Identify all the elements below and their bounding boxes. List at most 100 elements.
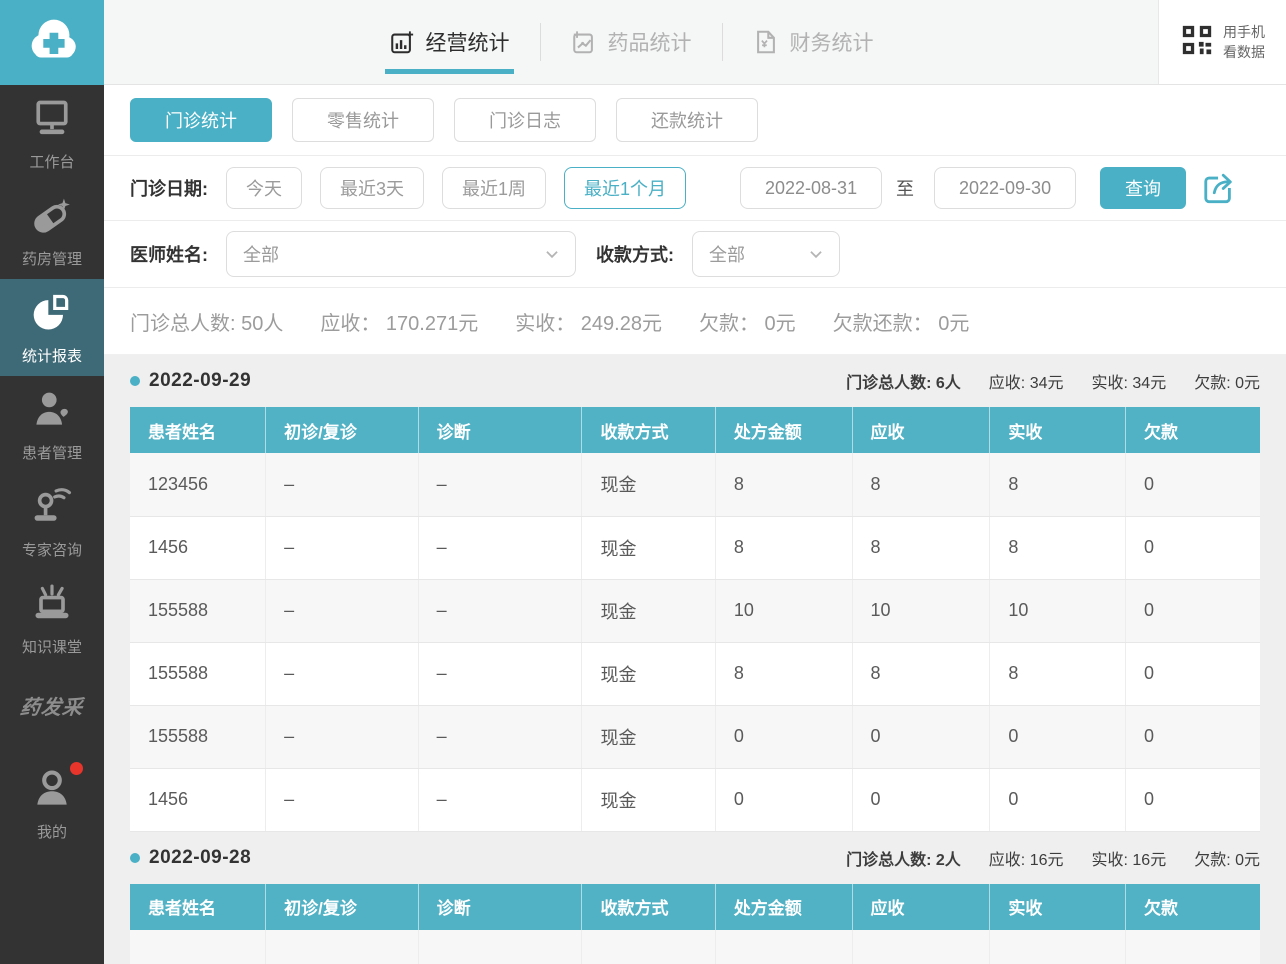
table-cell: 0	[715, 705, 853, 769]
table-cell: –	[265, 768, 419, 832]
quick-date-button[interactable]: 最近3天	[320, 167, 425, 209]
finance-doc-icon	[753, 29, 779, 55]
table-row: 1456– – 现金 8 8 8 0	[130, 516, 1260, 580]
report-sections: 2022-09-29 门诊总人数: 6人 应收: 34元 实收: 34元 欠款: 0元患…	[104, 355, 1286, 964]
section-stats: 门诊总人数: 2人 应收: 16元 实收: 16元 欠款: 0元	[846, 846, 1260, 870]
table-cell: –	[418, 642, 583, 706]
sidebar-item-classroom[interactable]: 知识课堂	[0, 570, 104, 667]
table-cell: –	[418, 453, 583, 517]
sidebar-item-label: 知识课堂	[21, 638, 82, 656]
top-tabs: 经营统计 药品统计 财务统计	[104, 0, 1158, 84]
table-cell: 10	[989, 579, 1126, 643]
person-icon	[29, 766, 75, 812]
column-header: 处方金额	[715, 883, 853, 930]
table-cell: 0	[715, 768, 853, 832]
table-cell: 155588	[130, 705, 267, 769]
sidebar: 工作台 药房管理 统计报表 患者管理 专家咨询知识课堂 药发采 我的	[0, 0, 104, 964]
table-cell: –	[265, 642, 419, 706]
table-cell: 现金	[581, 642, 716, 706]
table-cell: –	[265, 516, 419, 580]
subtab-button[interactable]: 门诊统计	[130, 98, 272, 142]
column-header: 诊断	[418, 883, 583, 930]
column-header: 初诊/复诊	[265, 407, 419, 453]
section-header: 2022-09-28 门诊总人数: 2人 应收: 16元 实收: 16元 欠款: 0元	[130, 832, 1260, 884]
section-stat: 门诊总人数: 2人	[846, 851, 961, 869]
qr-code-icon	[1180, 23, 1214, 62]
workbench-icon	[29, 96, 75, 142]
column-header: 患者姓名	[130, 883, 267, 930]
subtab-button[interactable]: 门诊日志	[454, 98, 596, 142]
quick-date-buttons: 今天 最近3天 最近1周 最近1个月	[226, 167, 704, 209]
section-date: 2022-09-28	[149, 846, 252, 868]
end-date-input[interactable]	[934, 167, 1077, 209]
pharmacy-icon	[29, 193, 75, 239]
tab-separator	[721, 23, 723, 61]
table-row: 1456– – 现金 0 0 0 0	[130, 768, 1260, 832]
brand-logo: 药发采	[19, 696, 85, 719]
quick-date-button[interactable]: 今天	[226, 167, 302, 209]
sidebar-item-patient[interactable]: 患者管理	[0, 376, 104, 473]
table-cell: 0	[852, 705, 991, 769]
export-icon[interactable]	[1202, 170, 1238, 206]
expert-icon	[29, 484, 75, 530]
quick-date-button[interactable]: 最近1周	[442, 167, 547, 209]
date-range-separator: 至	[896, 179, 915, 199]
payment-select[interactable]: 全部	[692, 231, 840, 277]
table-header-row: 患者姓名 初诊/复诊 诊断 收款方式 处方金额 应收 实收 欠款	[130, 883, 1260, 930]
table-cell: 0	[1125, 579, 1260, 643]
table-cell: –	[265, 453, 419, 517]
section-stat: 欠款: 0元	[1194, 851, 1260, 869]
summary-stat: 实收： 249.28元	[515, 312, 662, 335]
table-row: 123456– – 现金 8 8 8 0	[130, 453, 1260, 517]
table-cell: 8	[989, 453, 1126, 517]
table-cell: 现金	[581, 705, 716, 769]
table-row: 155588– – 现金 10 10 10 0	[130, 579, 1260, 643]
chevron-down-icon	[807, 245, 825, 263]
table-cell: 现金	[581, 453, 716, 517]
column-header: 处方金额	[715, 407, 853, 453]
table-cell: 0	[1125, 705, 1260, 769]
start-date-input[interactable]	[740, 167, 883, 209]
query-button[interactable]: 查询	[1100, 167, 1187, 209]
summary-stat: 应收： 170.271元	[320, 312, 479, 335]
table-cell: 现金	[581, 516, 716, 580]
tab-finance-doc[interactable]: 财务统计	[723, 0, 904, 84]
summary-stat: 欠款： 0元	[698, 312, 796, 335]
notification-badge	[70, 761, 83, 775]
section-stat: 实收: 16元	[1091, 851, 1167, 869]
app-logo[interactable]	[0, 0, 104, 85]
report-icon	[29, 290, 75, 336]
column-header: 欠款	[1125, 883, 1260, 930]
payment-select-value: 全部	[709, 245, 745, 265]
bullet-dot-icon	[130, 376, 140, 386]
table-cell: 现金	[581, 768, 716, 832]
sidebar-item-expert[interactable]: 专家咨询	[0, 473, 104, 570]
column-header: 应收	[852, 407, 991, 453]
subtab-button[interactable]: 零售统计	[292, 98, 434, 142]
section-stat: 实收: 34元	[1091, 375, 1167, 392]
sidebar-item-profile[interactable]: 我的	[0, 755, 104, 852]
table-cell: 0	[989, 705, 1126, 769]
quick-date-button[interactable]: 最近1个月	[564, 167, 687, 209]
column-header: 收款方式	[581, 407, 716, 453]
sidebar-item-workbench[interactable]: 工作台	[0, 85, 104, 182]
qr-mobile-data-button[interactable]: 用手机 看数据	[1158, 0, 1286, 84]
payment-filter-label: 收款方式:	[596, 245, 674, 265]
table-row: 155588– – 现金 8 8 8 0	[130, 642, 1260, 706]
section-stat: 应收: 16元	[988, 851, 1064, 869]
summary-stats-row: 门诊总人数: 50人 应收： 170.271元 实收： 249.28元 欠款： 0元 欠…	[104, 288, 1286, 355]
tab-bar-chart[interactable]: 经营统计	[359, 0, 540, 84]
table-cell: 155588	[130, 579, 267, 643]
tab-line-chart[interactable]: 药品统计	[541, 0, 722, 84]
table-cell	[418, 929, 583, 964]
column-header: 应收	[852, 883, 991, 930]
sidebar-item-report[interactable]: 统计报表	[0, 279, 104, 376]
subtab-row: 门诊统计 零售统计 门诊日志 还款统计	[104, 85, 1286, 156]
table-cell	[265, 929, 419, 964]
subtab-button[interactable]: 还款统计	[616, 98, 758, 142]
doctor-select[interactable]: 全部	[226, 231, 576, 277]
sidebar-item-pharmacy[interactable]: 药房管理	[0, 182, 104, 279]
section-header: 2022-09-29 门诊总人数: 6人 应收: 34元 实收: 34元 欠款: 0元	[130, 355, 1260, 407]
